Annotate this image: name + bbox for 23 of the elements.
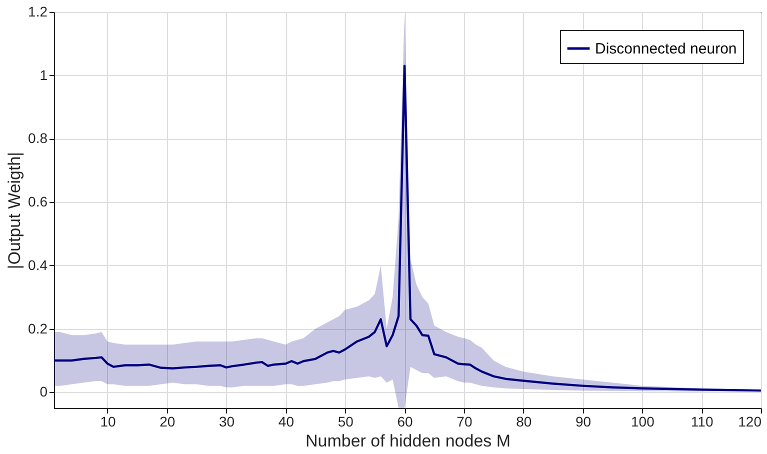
x-tick-label: 70	[456, 414, 472, 430]
legend-label: Disconnected neuron	[595, 40, 737, 58]
line-series	[54, 64, 761, 392]
x-tick-label: 110	[690, 414, 714, 430]
x-tick-label: 60	[397, 414, 414, 430]
x-tick-label: 50	[338, 414, 354, 430]
y-tick-label: 1.2	[28, 4, 48, 20]
x-tick-label: 40	[278, 414, 294, 430]
x-tick-label: 10	[100, 414, 116, 430]
x-tick-label: 90	[575, 414, 592, 430]
y-tick-label: 0.8	[28, 130, 48, 146]
y-tick-label: 0.6	[28, 194, 48, 210]
x-tick-label: 30	[219, 414, 235, 430]
y-tick-label: 0.4	[28, 256, 48, 273]
y-tick-label: 0	[40, 384, 48, 400]
y-tick-label: 1	[40, 66, 48, 83]
y-axis-title: |Output Weigth|	[5, 152, 24, 270]
x-tick-label: 120	[738, 414, 762, 430]
x-tick-label: 100	[630, 414, 655, 430]
x-tick-label: 20	[160, 414, 176, 430]
y-tick-label: 0.2	[28, 320, 48, 336]
x-tick-label: 80	[516, 414, 532, 430]
x-axis-title: Number of hidden nodes M	[305, 432, 511, 450]
